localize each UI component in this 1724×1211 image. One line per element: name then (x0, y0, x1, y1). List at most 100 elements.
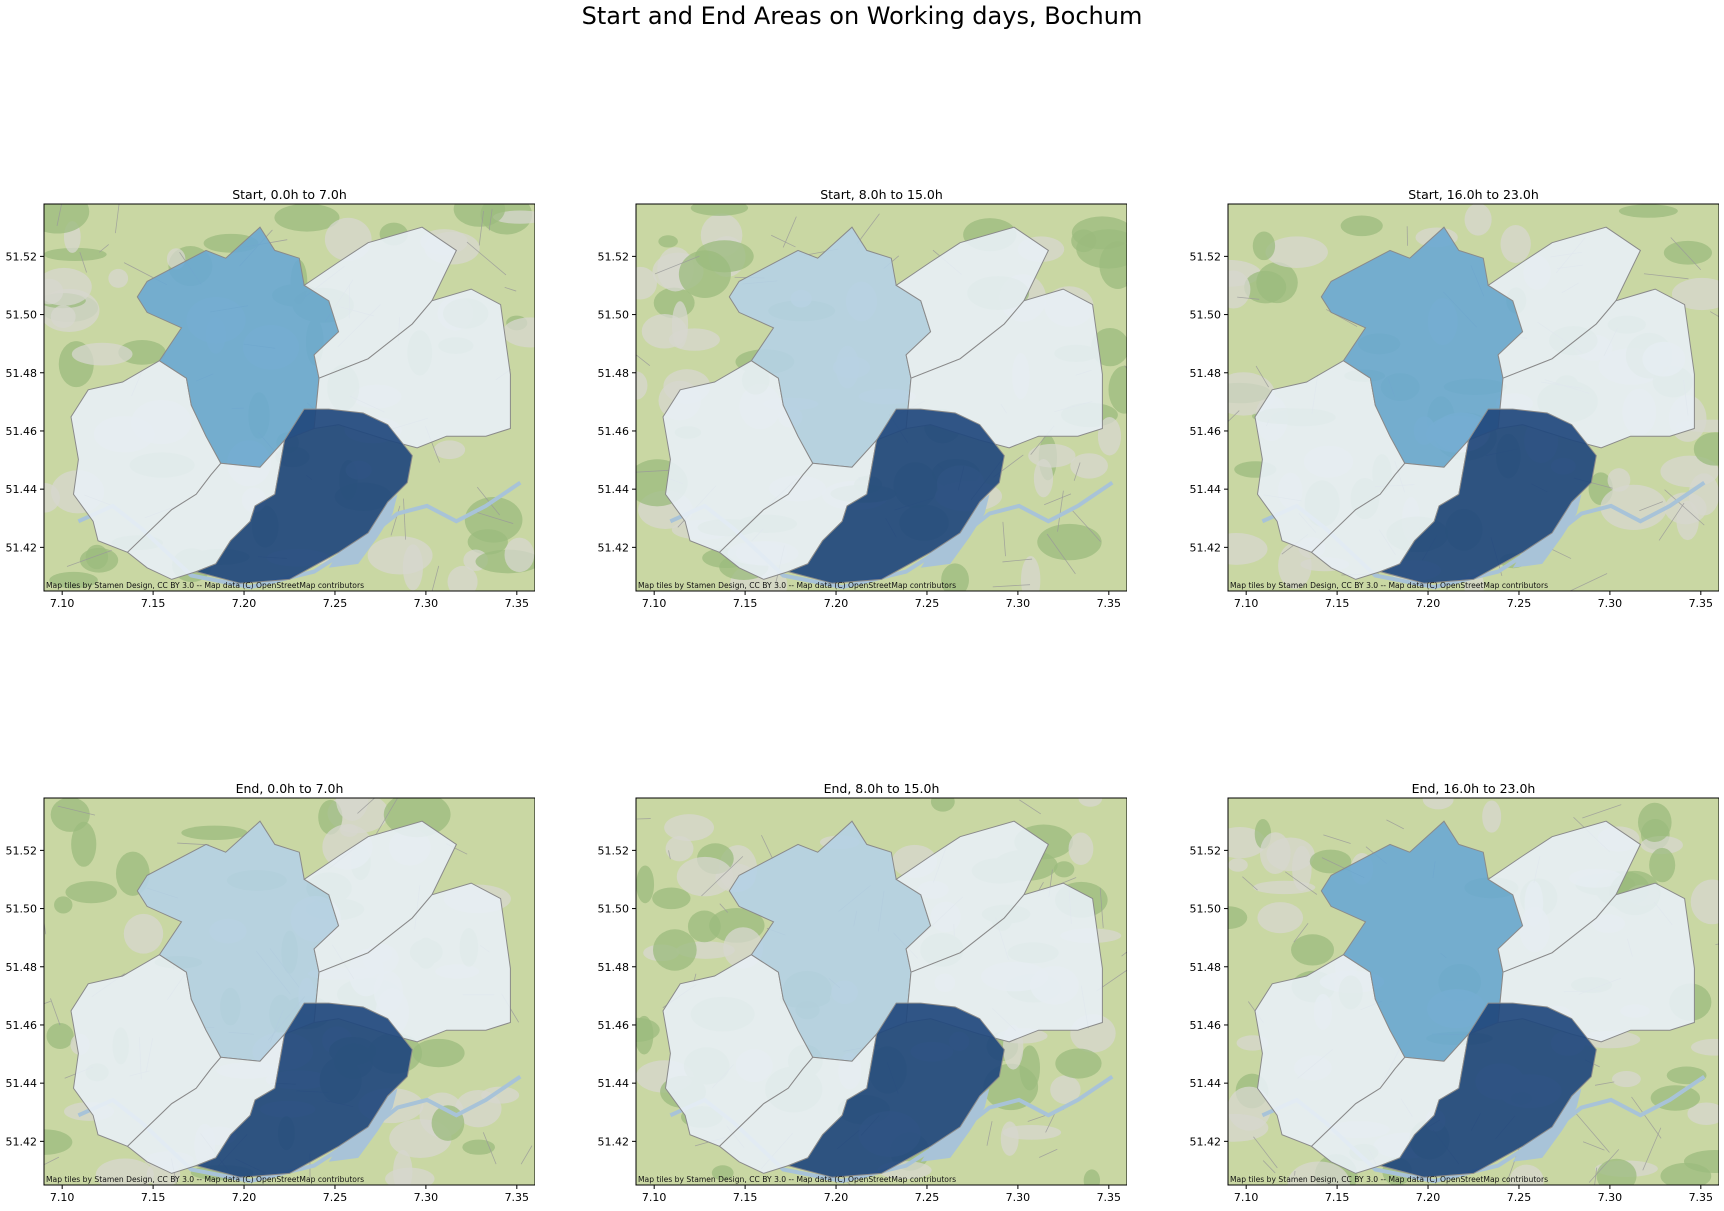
basemap-patch (86, 545, 108, 569)
basemap-patch (1084, 1169, 1100, 1191)
basemap-patch (51, 305, 76, 328)
map-svg: Map tiles by Stamen Design, CC BY 3.0 --… (1184, 781, 1719, 1211)
y-tick-label: 51.46 (598, 1019, 630, 1032)
y-tick-label: 51.52 (1190, 250, 1222, 263)
basemap-patch (1423, 789, 1454, 809)
figure-title: Start and End Areas on Working days, Boc… (0, 2, 1724, 30)
basemap-patch (71, 822, 96, 867)
x-tick-label: 7.20 (1416, 597, 1441, 610)
x-tick-label: 7.10 (1234, 1191, 1259, 1204)
basemap-patch (688, 910, 721, 942)
basemap-patch (1597, 1159, 1637, 1193)
basemap-patch (1619, 204, 1678, 217)
basemap-patch (624, 267, 657, 300)
basemap-patch (1260, 832, 1291, 874)
basemap-patch (108, 269, 128, 288)
y-tick-label: 51.44 (598, 483, 630, 496)
x-tick-label: 7.20 (1416, 1191, 1441, 1204)
x-tick-label: 7.30 (1006, 597, 1031, 610)
y-tick-label: 51.50 (6, 903, 38, 916)
map-svg: Map tiles by Stamen Design, CC BY 3.0 --… (0, 187, 535, 617)
y-tick-label: 51.48 (1190, 367, 1222, 380)
basemap (1196, 203, 1719, 603)
basemap-patch (1228, 858, 1248, 872)
basemap-patch (669, 328, 720, 350)
y-tick-label: 51.48 (6, 367, 38, 380)
basemap-patch (1667, 1067, 1707, 1085)
y-tick-label: 51.50 (1190, 309, 1222, 322)
basemap-patch (54, 896, 72, 913)
x-tick-label: 7.15 (733, 1191, 758, 1204)
basemap-patch (1341, 215, 1383, 236)
basemap-road (744, 194, 756, 204)
y-tick-label: 51.48 (598, 961, 630, 974)
map-svg: Map tiles by Stamen Design, CC BY 3.0 --… (592, 781, 1127, 1211)
map-attribution: Map tiles by Stamen Design, CC BY 3.0 --… (1230, 1175, 1548, 1184)
basemap-patch (1501, 225, 1531, 263)
y-tick-label: 51.50 (598, 903, 630, 916)
basemap (613, 790, 1127, 1191)
x-tick-label: 7.35 (505, 1191, 530, 1204)
basemap-patch (635, 1016, 654, 1055)
basemap-patch (65, 881, 117, 903)
basemap-patch (1253, 232, 1275, 261)
x-tick-label: 7.30 (414, 1191, 439, 1204)
x-tick-label: 7.30 (1598, 1191, 1623, 1204)
y-tick-label: 51.46 (6, 1019, 38, 1032)
basemap-patch (124, 914, 163, 954)
basemap-patch (652, 887, 690, 909)
basemap-patch (1037, 524, 1101, 560)
basemap-patch (691, 200, 748, 216)
basemap-patch (1217, 270, 1251, 308)
map-attribution: Map tiles by Stamen Design, CC BY 3.0 --… (1230, 581, 1548, 590)
y-tick-label: 51.42 (598, 1135, 630, 1148)
basemap-patch (1055, 1048, 1101, 1078)
basemap-patch (1292, 846, 1312, 891)
y-tick-label: 51.42 (598, 541, 630, 554)
y-tick-label: 51.44 (6, 483, 38, 496)
x-tick-label: 7.25 (1507, 1191, 1532, 1204)
basemap (624, 194, 1127, 608)
basemap-patch (1612, 1071, 1641, 1087)
y-tick-label: 51.50 (6, 309, 38, 322)
y-tick-label: 51.46 (1190, 425, 1222, 438)
basemap-patch (1257, 902, 1303, 933)
basemap-patch (1054, 861, 1075, 877)
basemap-patch (462, 1140, 495, 1155)
basemap-patch (1028, 444, 1075, 468)
y-tick-label: 51.46 (6, 425, 38, 438)
x-tick-label: 7.15 (1325, 1191, 1350, 1204)
x-tick-label: 7.10 (50, 597, 75, 610)
y-tick-label: 51.42 (1190, 1135, 1222, 1148)
x-tick-label: 7.35 (1689, 1191, 1714, 1204)
y-tick-label: 51.52 (598, 250, 630, 263)
map-svg: Map tiles by Stamen Design, CC BY 3.0 --… (592, 187, 1127, 617)
y-tick-label: 51.50 (598, 309, 630, 322)
basemap-patch (664, 814, 714, 841)
basemap-patch (385, 1168, 434, 1190)
y-tick-label: 51.52 (598, 844, 630, 857)
basemap-patch (1465, 203, 1492, 235)
y-tick-label: 51.46 (1190, 1019, 1222, 1032)
x-tick-label: 7.20 (824, 597, 849, 610)
y-tick-label: 51.42 (6, 541, 38, 554)
basemap-patch (941, 563, 969, 596)
y-tick-label: 51.52 (1190, 844, 1222, 857)
basemap (17, 781, 535, 1193)
basemap-patch (1291, 934, 1334, 965)
y-tick-label: 51.50 (1190, 903, 1222, 916)
y-tick-label: 51.46 (598, 425, 630, 438)
basemap-patch (1482, 800, 1501, 832)
x-tick-label: 7.15 (733, 597, 758, 610)
x-tick-label: 7.25 (323, 597, 348, 610)
x-tick-label: 7.35 (1097, 597, 1122, 610)
basemap-patch (658, 235, 678, 247)
x-tick-label: 7.25 (323, 1191, 348, 1204)
x-tick-label: 7.25 (915, 1191, 940, 1204)
map-svg: Map tiles by Stamen Design, CC BY 3.0 --… (0, 781, 535, 1211)
basemap (25, 187, 535, 597)
